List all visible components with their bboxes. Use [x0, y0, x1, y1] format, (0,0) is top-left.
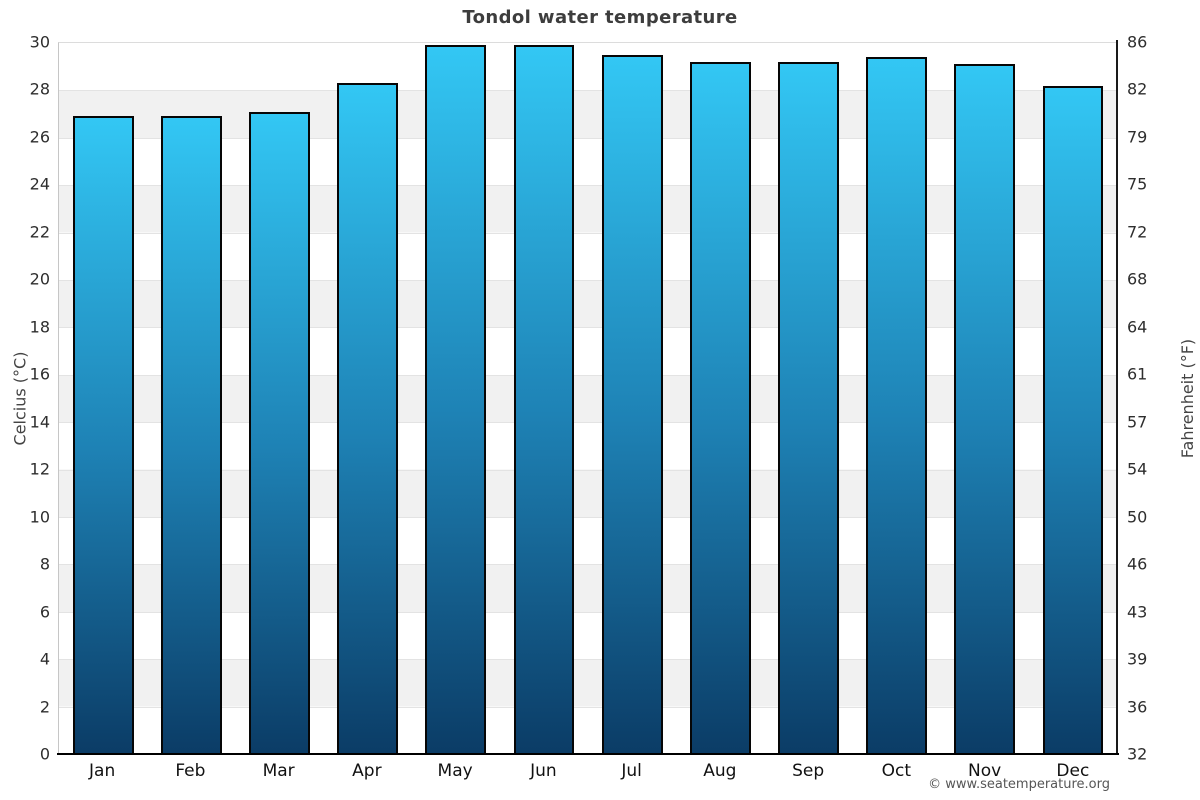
- gridline: [59, 706, 1117, 708]
- gridline: [59, 517, 1117, 518]
- bar-slot-nov: [941, 43, 1029, 754]
- y-tick-right: 68: [1127, 269, 1148, 289]
- y-tick-left: 22: [29, 222, 50, 242]
- x-tick-feb: Feb: [175, 761, 206, 781]
- bar-apr: [337, 83, 399, 754]
- y-tick-right: 43: [1127, 602, 1148, 622]
- y-tick-right: 82: [1127, 79, 1148, 99]
- bar-slot-jul: [588, 43, 676, 754]
- y-tick-right: 61: [1127, 364, 1148, 384]
- x-tick-aug: Aug: [703, 761, 737, 781]
- bottom-axis-line: [57, 753, 1119, 755]
- x-tick-jul: Jul: [621, 761, 642, 781]
- copyright-text: © www.seatemperature.org: [928, 777, 1110, 792]
- y-tick-left: 14: [29, 412, 50, 432]
- gridline: [59, 137, 1117, 139]
- y-tick-right: 36: [1127, 697, 1148, 717]
- gridline: [59, 659, 1117, 661]
- y-tick-left: 12: [29, 459, 50, 479]
- y-tick-left: 28: [29, 79, 50, 99]
- y-tick-left: 24: [29, 174, 50, 194]
- bar-slot-may: [412, 43, 500, 754]
- bar-oct: [866, 57, 928, 754]
- y-tick-left: 6: [39, 602, 50, 622]
- bar-aug: [689, 61, 751, 754]
- x-tick-nov: Nov: [968, 761, 1002, 781]
- y-tick-right: 32: [1127, 744, 1148, 764]
- y-tick-left: 18: [29, 317, 50, 337]
- bar-feb: [160, 116, 222, 754]
- y-tick-right: 39: [1127, 649, 1148, 669]
- bar-jul: [601, 54, 663, 754]
- bar-slot-jan: [59, 43, 147, 754]
- bar-slot-dec: [1029, 43, 1117, 754]
- bar-jun: [513, 45, 575, 754]
- y-tick-right: 46: [1127, 554, 1148, 574]
- y-tick-left: 16: [29, 364, 50, 384]
- x-tick-dec: Dec: [1056, 761, 1090, 781]
- y-tick-right: 79: [1127, 127, 1148, 147]
- gridline: [59, 422, 1117, 424]
- gridline: [59, 327, 1117, 329]
- y-tick-left: 26: [29, 127, 50, 147]
- bar-dec: [1042, 85, 1104, 754]
- y-tick-right: 75: [1127, 174, 1148, 194]
- chart-title: Tondol water temperature: [462, 7, 738, 28]
- gridline: [59, 280, 1117, 281]
- gridline: [59, 611, 1117, 613]
- y-tick-left: 0: [39, 744, 50, 764]
- bar-slot-jun: [500, 43, 588, 754]
- y-tick-right: 86: [1127, 32, 1148, 52]
- x-tick-jan: Jan: [89, 761, 116, 781]
- bar-may: [425, 45, 487, 754]
- y-tick-left: 4: [39, 649, 50, 669]
- x-tick-may: May: [437, 761, 473, 781]
- y-tick-right: 50: [1127, 507, 1148, 527]
- x-tick-oct: Oct: [881, 761, 912, 781]
- bar-slot-feb: [147, 43, 235, 754]
- gridline: [59, 374, 1117, 376]
- bar-sep: [778, 61, 839, 754]
- x-tick-apr: Apr: [352, 761, 382, 781]
- y-tick-right: 57: [1127, 412, 1148, 432]
- bar-jan: [72, 116, 134, 754]
- y-tick-right: 54: [1127, 459, 1148, 479]
- bar-nov: [954, 64, 1016, 754]
- right-axis-line: [1116, 40, 1118, 754]
- gridline: [59, 232, 1117, 234]
- bar-slot-apr: [324, 43, 412, 754]
- plot-area: [58, 42, 1117, 754]
- y-tick-left: 20: [29, 269, 50, 289]
- y-tick-right: 64: [1127, 317, 1148, 337]
- bar-series: [59, 43, 1117, 754]
- celsius-tick-labels: 30 28 26 24 22 20 18 16 14 12 10 8 6 4 2 0: [0, 33, 50, 764]
- fahrenheit-tick-labels: 86 82 79 75 72 68 64 61 57 54 50 46 43 39 36 32: [1127, 33, 1187, 764]
- bar-slot-sep: [764, 43, 852, 754]
- bar-mar: [249, 111, 310, 754]
- bar-slot-mar: [235, 43, 323, 754]
- x-tick-mar: Mar: [262, 761, 295, 781]
- x-tick-jun: Jun: [530, 761, 557, 781]
- gridline: [59, 185, 1117, 187]
- bar-slot-aug: [676, 43, 764, 754]
- y-tick-right: 72: [1127, 222, 1148, 242]
- gridline: [59, 90, 1117, 92]
- x-tick-sep: Sep: [792, 761, 825, 781]
- y-tick-left: 2: [39, 697, 50, 717]
- gridline: [59, 469, 1117, 471]
- month-labels: Jan Feb Mar Apr May Jun Jul Aug Sep Oct Nov Dec: [58, 761, 1117, 781]
- gridline: [59, 564, 1117, 566]
- y-tick-left: 8: [39, 554, 50, 574]
- y-tick-left: 10: [29, 507, 50, 527]
- bar-slot-oct: [853, 43, 941, 754]
- y-tick-left: 30: [29, 32, 50, 52]
